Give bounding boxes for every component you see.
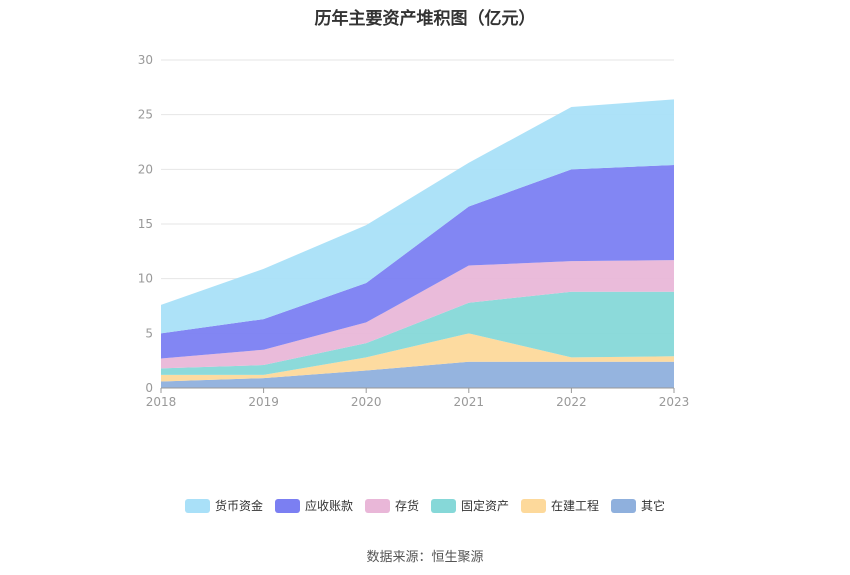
x-tick-label: 2019 <box>248 395 279 409</box>
y-tick-label: 25 <box>138 108 153 122</box>
legend-swatch <box>184 498 210 513</box>
legend-swatch <box>364 498 390 513</box>
legend-swatch <box>521 498 547 513</box>
y-tick-label: 20 <box>138 162 153 176</box>
legend: 货币资金 应收账款 存货 固定资产 在建工程 其它 <box>0 497 850 514</box>
legend-label: 应收账款 <box>304 499 353 513</box>
area-series <box>161 99 674 388</box>
x-tick-label: 2018 <box>146 395 177 409</box>
legend-item[interactable]: 固定资产 <box>431 497 509 514</box>
area-应收账款 <box>161 164 674 359</box>
legend-label: 在建工程 <box>551 499 600 513</box>
legend-label: 存货 <box>394 499 419 513</box>
area-其它 <box>161 361 674 388</box>
legend-item[interactable]: 货币资金 <box>184 497 263 514</box>
legend-label: 其它 <box>641 499 666 513</box>
area-在建工程 <box>161 333 674 382</box>
x-tick-label: 2023 <box>659 395 690 409</box>
area-固定资产 <box>161 291 674 375</box>
legend-label: 固定资产 <box>461 499 510 513</box>
y-tick-label: 0 <box>145 381 153 395</box>
legend-swatch <box>274 498 300 513</box>
y-tick-label: 30 <box>138 53 153 67</box>
y-tick-label: 10 <box>138 272 153 286</box>
y-tick-label: 5 <box>145 326 153 340</box>
area-货币资金 <box>161 99 674 334</box>
legend-label: 货币资金 <box>214 499 263 513</box>
area-存货 <box>161 260 674 369</box>
x-tick-label: 2021 <box>454 395 485 409</box>
chart-title: 历年主要资产堆积图（亿元） <box>314 9 536 29</box>
legend-swatch <box>431 498 456 513</box>
legend-item[interactable]: 应收账款 <box>274 497 353 514</box>
legend-item[interactable]: 存货 <box>364 497 419 514</box>
legend-swatch <box>611 498 637 513</box>
y-tick-label: 15 <box>138 217 153 231</box>
data-source: 数据来源：恒生聚源 <box>366 550 484 565</box>
x-tick-label: 2020 <box>351 395 382 409</box>
legend-item[interactable]: 其它 <box>611 497 665 514</box>
legend-item[interactable]: 在建工程 <box>521 497 599 514</box>
axes: 0 5 10 15 20 25 30 2018 2019 2020 2021 2022 2023 <box>138 53 690 409</box>
x-tick-label: 2022 <box>556 395 587 409</box>
